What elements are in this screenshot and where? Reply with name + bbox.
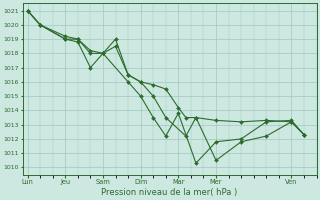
X-axis label: Pression niveau de la mer( hPa ): Pression niveau de la mer( hPa )	[101, 188, 238, 197]
